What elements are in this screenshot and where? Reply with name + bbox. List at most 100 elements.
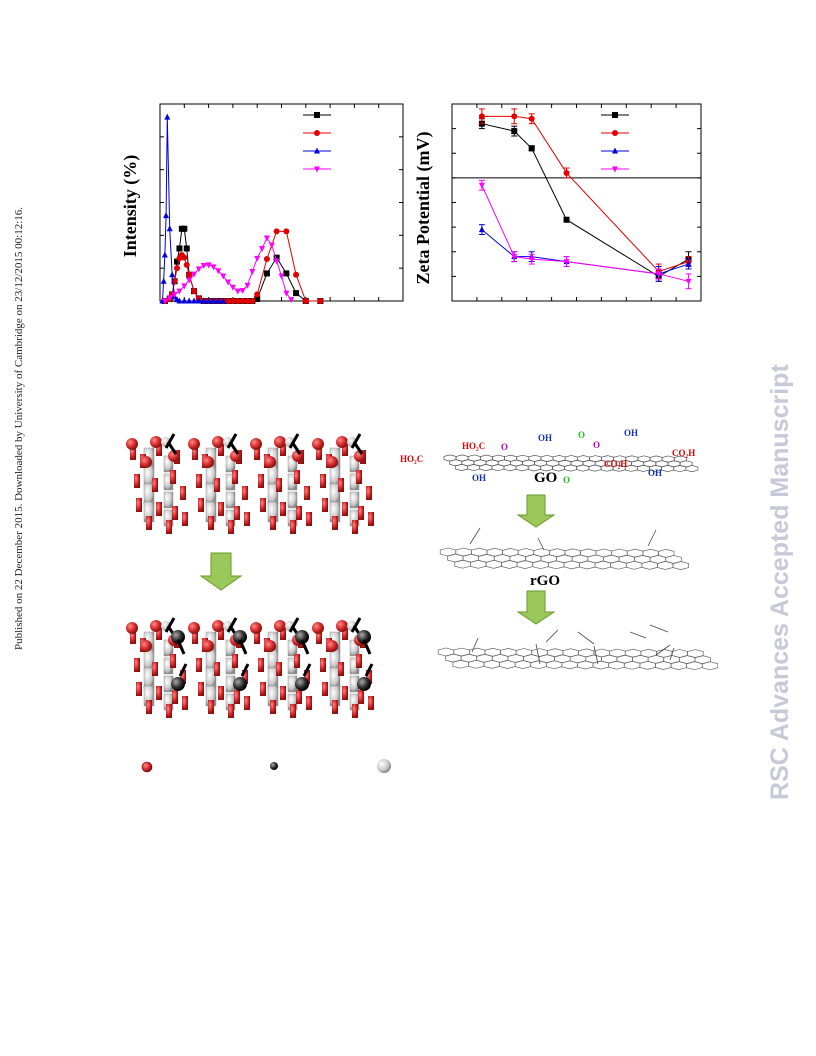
oxygen-bond [218, 502, 224, 516]
carbon-ring [468, 659, 485, 669]
data-point [273, 228, 280, 235]
down-arrow-icon [516, 494, 556, 528]
oxygen-bond [342, 442, 348, 456]
oxygen-bond [304, 486, 310, 500]
data-point [563, 216, 570, 223]
legend-marker [314, 147, 320, 154]
oxygen-bond [260, 682, 266, 696]
carbon-ring [588, 464, 602, 472]
oxygen-bond [358, 506, 364, 520]
oxygen-bond [152, 662, 158, 676]
data-point [283, 270, 290, 277]
oxygen-atom [126, 622, 138, 634]
data-point [254, 255, 261, 262]
oxygen-bond [322, 498, 328, 512]
legend-marker [612, 166, 618, 173]
data-point [160, 277, 167, 284]
carbon-ring [503, 464, 517, 472]
oxygen-atom [188, 438, 200, 450]
oxygen-bond [294, 654, 300, 668]
oxygen-bond [358, 690, 364, 704]
oxygen-bond [254, 630, 260, 644]
data-point [478, 113, 485, 120]
oxygen-bond [242, 670, 248, 684]
metal-bond [349, 491, 360, 509]
oxygen-bond [270, 700, 276, 714]
data-point [273, 254, 280, 261]
data-point [273, 258, 280, 265]
carbon-ring [592, 660, 610, 670]
go-functional-groups: HO₂C HO₂C O OH O O OH CO₂H CO₂H OH OH O [400, 428, 695, 485]
data-point [249, 268, 256, 275]
carbon-ring [610, 560, 627, 570]
carbon-ring [516, 560, 534, 569]
rgo-composite-sheet [437, 624, 718, 671]
data-point [163, 212, 170, 219]
zeta-series [478, 108, 692, 290]
oxygen-atom [150, 620, 162, 632]
oxygen-bond [182, 696, 188, 710]
carbon-ring [576, 464, 590, 472]
data-point [186, 297, 193, 304]
data-point [164, 113, 171, 120]
oxygen-bond [296, 690, 302, 704]
oxygen-bond [156, 626, 162, 640]
oxygen-bond [146, 700, 152, 714]
intensity-chart: Intensity (%) [120, 103, 404, 305]
oxygen-bond [134, 474, 140, 488]
oxygen-bond [276, 662, 282, 676]
data-point [225, 298, 232, 304]
atom-legend [141, 759, 391, 773]
data-point [186, 277, 193, 284]
data-point [229, 298, 236, 304]
data-point [685, 278, 692, 285]
data-point [191, 288, 198, 295]
surface-bond [350, 433, 362, 449]
oxygen-bond [172, 506, 178, 520]
carbon-ring [547, 560, 565, 570]
data-point [210, 297, 217, 304]
data-point [234, 288, 241, 295]
carbon-ring [470, 559, 487, 569]
substituent-bond [655, 644, 671, 656]
data-point [183, 245, 190, 252]
oxygen-atom [274, 436, 286, 448]
data-point [161, 298, 168, 305]
data-point [244, 282, 251, 289]
data-point [263, 255, 270, 262]
data-point [181, 254, 188, 261]
substituent-bond [593, 645, 599, 665]
oxygen-bond [338, 478, 344, 492]
oxygen-bond [254, 446, 260, 460]
carbon-ring [639, 660, 656, 670]
oxygen-bond [170, 470, 176, 484]
oxygen-bond [198, 682, 204, 696]
data-point [195, 297, 202, 304]
data-point [478, 226, 485, 233]
data-point [220, 273, 227, 280]
oxygen-bond [182, 512, 188, 526]
oxygen-bond [198, 498, 204, 512]
oxygen-atom [212, 436, 224, 448]
intensity-legend [303, 112, 331, 173]
surface-bond [290, 441, 302, 455]
oxygen-bond [296, 506, 302, 520]
data-point [528, 115, 535, 122]
carbon-ring [579, 560, 596, 570]
oxygen-bond [196, 658, 202, 672]
oxygen-bond [196, 474, 202, 488]
oxygen-atom [326, 640, 338, 652]
data-point [191, 297, 198, 304]
carbon-ring [561, 660, 578, 670]
data-point [511, 128, 518, 135]
oxygen-bond [134, 658, 140, 672]
intensity-y-axis-label: Intensity (%) [120, 155, 141, 258]
carbon-bond [302, 663, 312, 677]
data-point [528, 145, 535, 152]
carbon-ring [661, 464, 675, 472]
oxygen-bond [352, 520, 358, 534]
data-point [210, 264, 217, 271]
oxygen-bond [228, 520, 234, 534]
data-point [244, 298, 251, 304]
oxygen-atom [312, 438, 324, 450]
